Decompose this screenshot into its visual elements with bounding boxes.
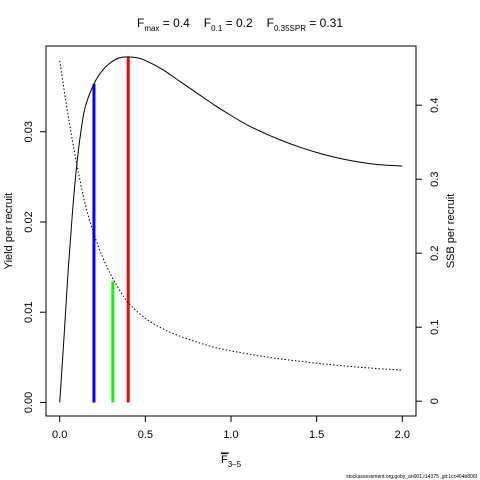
ref-point-value: = 0.2	[222, 16, 253, 30]
x-tick-label: 0.5	[138, 429, 153, 441]
y-left-tick-label: 0.01	[23, 302, 35, 323]
y-left-tick-label: 0.00	[23, 392, 35, 413]
y-left-tick-label: 0.02	[23, 211, 35, 232]
ref-point-value: = 0.4	[159, 16, 190, 30]
ref-point-symbol: F	[267, 16, 274, 30]
x-axis-title-subscript: 3–5	[228, 460, 242, 469]
ref-point-value: = 0.31	[306, 16, 343, 30]
credit-text: stockassessment.org,goby_an001,r14375 ,g…	[346, 474, 478, 480]
ref-point-subscript: 0.35SPR	[274, 24, 306, 33]
y-right-tick-label: 0	[429, 398, 441, 404]
ref-point-symbol: F	[137, 16, 144, 30]
ref-point-subscript: 0.1	[211, 24, 223, 33]
ssb-per-recruit-line	[59, 60, 403, 371]
y-left-axis-title: Yield per recruit	[3, 193, 15, 270]
x-axis-title: F3–5	[221, 454, 242, 469]
x-tick-label: 0.0	[52, 429, 67, 441]
y-right-axis-title: SSB per recruit	[445, 194, 457, 269]
yield-per-recruit-line	[59, 56, 403, 403]
x-tick-label: 1.5	[309, 429, 324, 441]
axes: 0.0 0.5 1.0 1.5 2.0 0.00 0.01 0.02 0.03 0 0.1 0.2 0.…	[23, 98, 441, 441]
ref-point-symbol: F	[204, 16, 211, 30]
y-right-tick-label: 0.1	[429, 320, 441, 335]
x-tick-label: 2.0	[395, 429, 410, 441]
y-left-tick-label: 0.03	[23, 121, 35, 142]
reference-markers	[92, 56, 130, 403]
x-axis-title-symbol: F	[221, 454, 228, 466]
y-right-tick-label: 0.3	[429, 172, 441, 187]
series-lines	[59, 56, 403, 403]
y-right-tick-label: 0.4	[429, 98, 441, 113]
y-right-tick-label: 0.2	[429, 246, 441, 261]
reference-points-title: Fmax = 0.4 F0.1 = 0.2 F0.35SPR = 0.31	[137, 16, 343, 33]
x-tick-label: 1.0	[223, 429, 238, 441]
ref-point-subscript: max	[144, 24, 159, 33]
